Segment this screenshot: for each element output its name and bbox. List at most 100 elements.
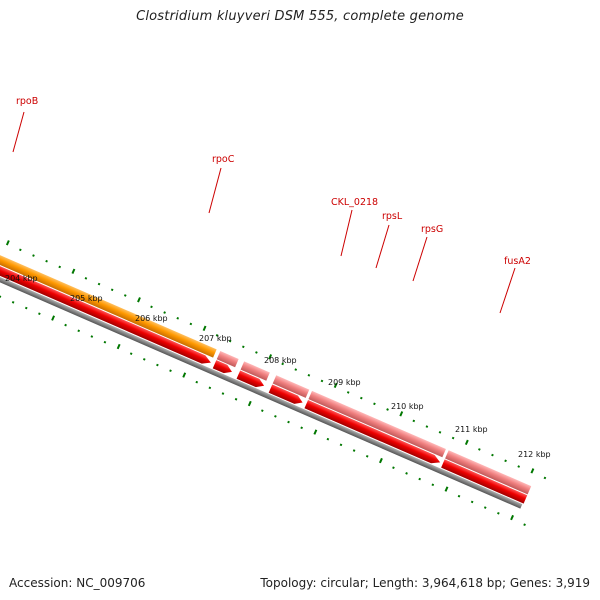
minor-tick — [123, 294, 127, 297]
kbp-label: 207 kbp — [199, 334, 232, 343]
minor-tick — [346, 391, 350, 394]
minor-tick — [307, 373, 311, 377]
minor-tick — [45, 259, 48, 263]
gene-rpsL-arrow[interactable] — [236, 370, 266, 390]
gene-rpsL-outer[interactable] — [240, 361, 270, 381]
genome-backbone — [0, 216, 523, 509]
gene-label-fusA2[interactable]: fusA2 — [504, 256, 531, 267]
major-tick — [530, 468, 535, 474]
minor-tick — [110, 288, 114, 292]
gene-next-arrow[interactable] — [441, 459, 528, 504]
gene-CKL_0218-outer[interactable] — [216, 350, 239, 368]
major-tick — [268, 354, 273, 360]
gene-rpsG-arrow[interactable] — [268, 384, 305, 406]
minor-tick — [103, 340, 107, 344]
minor-tick — [517, 465, 521, 468]
minor-tick — [281, 362, 284, 366]
map-title: Clostridium kluyveri DSM 555, complete g… — [136, 9, 464, 24]
minor-tick — [352, 449, 356, 452]
minor-tick — [543, 476, 547, 480]
minor-tick — [208, 386, 212, 390]
minor-tick — [163, 311, 166, 314]
gene-rpsG-outer[interactable] — [272, 375, 310, 398]
major-tick — [116, 343, 121, 350]
minor-tick — [373, 402, 376, 406]
minor-tick — [405, 472, 408, 475]
inner-tick-row — [0, 295, 526, 527]
minor-tick — [150, 305, 153, 309]
major-tick — [399, 411, 404, 417]
minor-tick — [90, 335, 94, 338]
minor-tick — [64, 323, 67, 327]
minor-tick — [470, 500, 474, 504]
minor-tick — [156, 363, 159, 367]
genome-strip — [0, 216, 547, 527]
kbp-label: 209 kbp — [328, 378, 361, 387]
minor-tick — [360, 396, 363, 400]
genome-summary-text: Topology: circular; Length: 3,964,618 bp… — [260, 576, 590, 590]
minor-tick — [260, 409, 264, 412]
gene-label-rpoC[interactable]: rpoC — [212, 154, 235, 165]
major-tick — [510, 514, 514, 521]
minor-tick — [241, 345, 245, 349]
minor-tick — [431, 483, 435, 487]
minor-tick — [287, 420, 290, 424]
minor-tick — [491, 453, 494, 457]
minor-tick — [438, 430, 442, 434]
minor-tick — [19, 248, 22, 252]
kbp-labels: 204 kbp 205 kbp 206 kbp 207 kbp 208 kbp … — [5, 274, 551, 459]
minor-tick — [189, 322, 193, 326]
kbp-label: 210 kbp — [391, 402, 424, 411]
major-tick — [5, 240, 10, 246]
major-tick — [182, 372, 187, 378]
major-tick — [444, 486, 449, 492]
gene-label-CKL_0218[interactable]: CKL_0218 — [331, 197, 378, 208]
gene-label-leaders — [12, 111, 516, 314]
minor-tick — [0, 295, 2, 298]
minor-tick — [451, 436, 455, 440]
minor-tick — [32, 254, 35, 257]
minor-tick — [504, 459, 507, 463]
minor-tick — [169, 369, 172, 373]
minor-tick — [326, 437, 330, 441]
major-tick — [71, 268, 76, 274]
outer-tick-row — [5, 240, 547, 480]
minor-tick — [457, 494, 461, 498]
minor-tick — [339, 443, 343, 447]
major-tick — [333, 382, 338, 389]
minor-tick — [294, 368, 298, 371]
minor-tick — [221, 392, 225, 395]
minor-tick — [365, 454, 369, 458]
gene-fusA2-arrow[interactable] — [304, 400, 441, 466]
major-tick — [464, 439, 469, 446]
minor-tick — [234, 397, 238, 401]
gene-fusA2-outer[interactable] — [308, 390, 446, 458]
minor-tick — [38, 312, 41, 316]
major-tick — [313, 429, 318, 435]
kbp-label: 205 kbp — [70, 294, 103, 303]
minor-tick — [129, 352, 133, 355]
gene-CKL_0218-arrow[interactable] — [212, 360, 234, 376]
minor-tick — [523, 523, 526, 527]
gene-label-rpoB[interactable]: rpoB — [16, 96, 38, 107]
minor-tick — [412, 419, 416, 423]
gene-next-outer[interactable] — [445, 450, 532, 495]
minor-tick — [497, 511, 500, 515]
minor-tick — [11, 300, 15, 304]
minor-tick — [274, 415, 277, 418]
gene-rpoC-arrow[interactable] — [0, 254, 213, 367]
gene-rpoC-outer[interactable] — [0, 245, 217, 358]
major-tick — [202, 325, 207, 331]
minor-tick — [392, 466, 395, 469]
minor-tick — [320, 379, 324, 383]
major-tick — [379, 457, 383, 464]
major-tick — [137, 297, 141, 303]
minor-tick — [58, 265, 62, 269]
minor-tick — [176, 316, 180, 320]
gene-label-rpsL[interactable]: rpsL — [382, 211, 403, 222]
gene-label-rpsG[interactable]: rpsG — [421, 224, 443, 235]
minor-tick — [425, 425, 429, 428]
minor-tick — [228, 339, 232, 343]
kbp-label: 211 kbp — [455, 425, 488, 434]
